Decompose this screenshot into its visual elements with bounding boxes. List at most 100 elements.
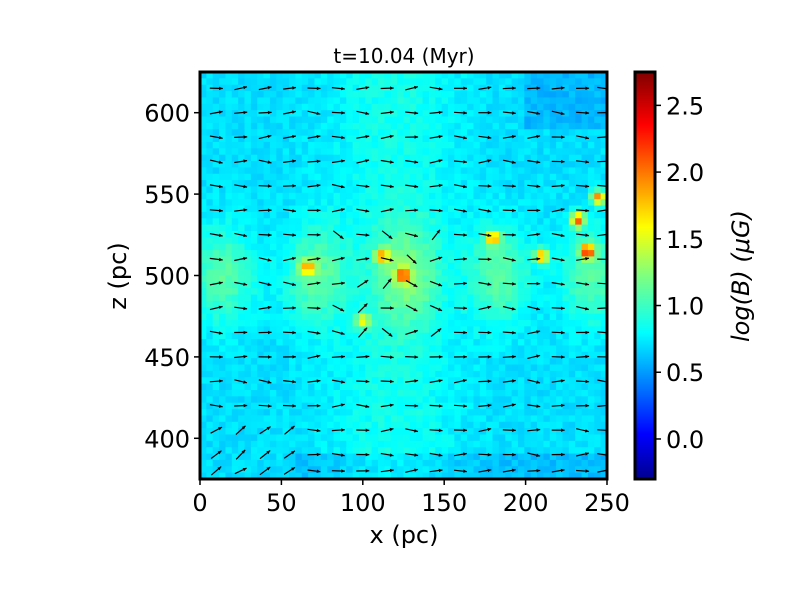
heatmap-cell [498, 421, 506, 429]
heatmap-cell [231, 141, 239, 149]
heatmap-cell [448, 205, 455, 213]
heatmap-cell [441, 320, 449, 327]
heatmap-cell [498, 300, 506, 308]
heatmap-cell [308, 300, 316, 308]
heatmap-cell [441, 421, 449, 429]
heatmap-cell [594, 466, 602, 474]
heatmap-cell [467, 459, 475, 467]
heatmap-cell [365, 122, 373, 130]
heatmap-cell [568, 396, 576, 404]
heatmap-cell [257, 466, 265, 474]
heatmap-cell [498, 345, 506, 353]
heatmap-cell [346, 428, 354, 436]
heatmap-cell [333, 122, 341, 130]
heatmap-cell [212, 339, 220, 347]
heatmap-cell [517, 180, 525, 188]
heatmap-cell [409, 122, 417, 130]
heatmap-cell [594, 370, 602, 378]
heatmap-cell [346, 192, 354, 200]
heatmap-cell [473, 459, 481, 467]
heatmap-cell [524, 237, 532, 245]
heatmap-cell [257, 447, 265, 455]
heatmap-cell [479, 383, 487, 391]
heatmap-cell [549, 434, 557, 442]
heatmap-cell [301, 415, 309, 423]
heatmap-cell [403, 275, 411, 283]
field-arrow-head [243, 306, 248, 311]
heatmap-cell [448, 141, 455, 149]
heatmap-cell [352, 364, 360, 372]
heatmap-cell [257, 332, 265, 340]
heatmap-cell [479, 396, 487, 404]
heatmap-cell [390, 320, 398, 327]
heatmap-cell [581, 237, 589, 245]
heatmap-cell [333, 281, 341, 289]
heatmap-cell [416, 103, 424, 111]
heatmap-cell [397, 161, 405, 168]
heatmap-cell [581, 224, 589, 232]
field-arrow-head [487, 403, 492, 408]
heatmap-cell [365, 230, 373, 238]
heatmap-cell [524, 129, 532, 137]
heatmap-cell [314, 199, 322, 207]
heatmap-cell [327, 148, 335, 156]
heatmap-cell [219, 72, 227, 79]
heatmap-cell [460, 186, 468, 194]
heatmap-cell [289, 148, 296, 156]
field-arrow-head [219, 379, 223, 383]
heatmap-cell [308, 294, 316, 302]
heatmap-cell [244, 256, 252, 264]
field-arrow-head [316, 208, 321, 213]
field-arrow-head [414, 233, 418, 238]
heatmap-cell [549, 250, 557, 258]
heatmap-cell [403, 300, 411, 308]
heatmap-cell [543, 351, 551, 359]
heatmap-cell [371, 415, 379, 423]
heatmap-cell [530, 148, 538, 156]
heatmap-cell [486, 370, 494, 378]
heatmap-cell [301, 332, 309, 340]
heatmap-cell [568, 472, 576, 479]
heatmap-cell [435, 421, 443, 429]
heatmap-cell [390, 141, 398, 149]
heatmap-cell [517, 91, 525, 99]
heatmap-cell [365, 275, 373, 283]
field-arrow-head [487, 233, 492, 237]
heatmap-cell [244, 466, 252, 474]
heatmap-cell [594, 205, 602, 213]
heatmap-cell [587, 434, 595, 442]
heatmap-cell [257, 141, 265, 149]
heatmap-cell [568, 262, 576, 270]
heatmap-cell [505, 428, 513, 436]
heatmap-cell [269, 72, 277, 79]
field-arrow-head [414, 379, 419, 383]
heatmap-cell [416, 402, 424, 410]
heatmap-cell [549, 129, 557, 137]
heatmap-cell [339, 332, 347, 340]
heatmap-cell [371, 370, 379, 378]
heatmap-cell [549, 269, 557, 277]
heatmap-cell [390, 230, 398, 238]
field-arrow-head [487, 453, 492, 457]
heatmap-cell [556, 351, 564, 359]
heatmap-cell [543, 161, 551, 168]
heatmap-cell [581, 186, 589, 194]
heatmap-cell [282, 472, 290, 479]
heatmap-cell [308, 141, 316, 149]
heatmap-cell [212, 205, 220, 213]
heatmap-cell [473, 262, 481, 270]
field-arrow-head [316, 379, 321, 383]
heatmap-cell [289, 339, 296, 347]
heatmap-cell [543, 103, 551, 111]
heatmap-cell [276, 402, 284, 410]
heatmap-cell [276, 250, 284, 258]
field-arrow-head [413, 307, 418, 312]
heatmap-cell [530, 472, 538, 479]
field-arrow-head [243, 85, 247, 90]
heatmap-cell [346, 421, 354, 429]
heatmap-cell [333, 320, 341, 327]
heatmap-cell [289, 421, 296, 429]
heatmap-cell [390, 345, 398, 353]
heatmap-cell [530, 103, 538, 111]
heatmap-cell [289, 205, 296, 213]
